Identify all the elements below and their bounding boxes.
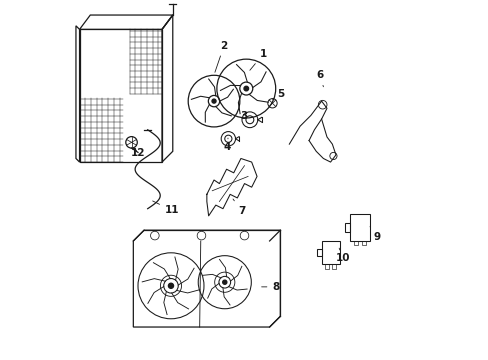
Text: 4: 4: [223, 138, 230, 152]
Bar: [321, 241, 339, 264]
Bar: [345, 224, 349, 231]
Circle shape: [212, 99, 216, 103]
Text: 10: 10: [335, 248, 349, 263]
Bar: [317, 249, 321, 256]
Bar: [361, 241, 366, 245]
Text: 5: 5: [272, 89, 284, 99]
Text: 12: 12: [131, 148, 145, 158]
Text: 1: 1: [249, 49, 266, 70]
Bar: [353, 241, 358, 245]
Bar: [331, 264, 336, 269]
Text: 11: 11: [152, 201, 179, 216]
Text: 2: 2: [215, 41, 227, 72]
Bar: [324, 264, 328, 269]
Circle shape: [244, 86, 248, 91]
Circle shape: [222, 280, 226, 284]
Text: 8: 8: [261, 282, 279, 292]
Bar: [349, 214, 369, 241]
Text: 3: 3: [240, 111, 247, 121]
Text: 9: 9: [369, 226, 380, 242]
Text: 6: 6: [316, 70, 323, 87]
Text: 7: 7: [233, 199, 245, 216]
Circle shape: [168, 283, 173, 288]
